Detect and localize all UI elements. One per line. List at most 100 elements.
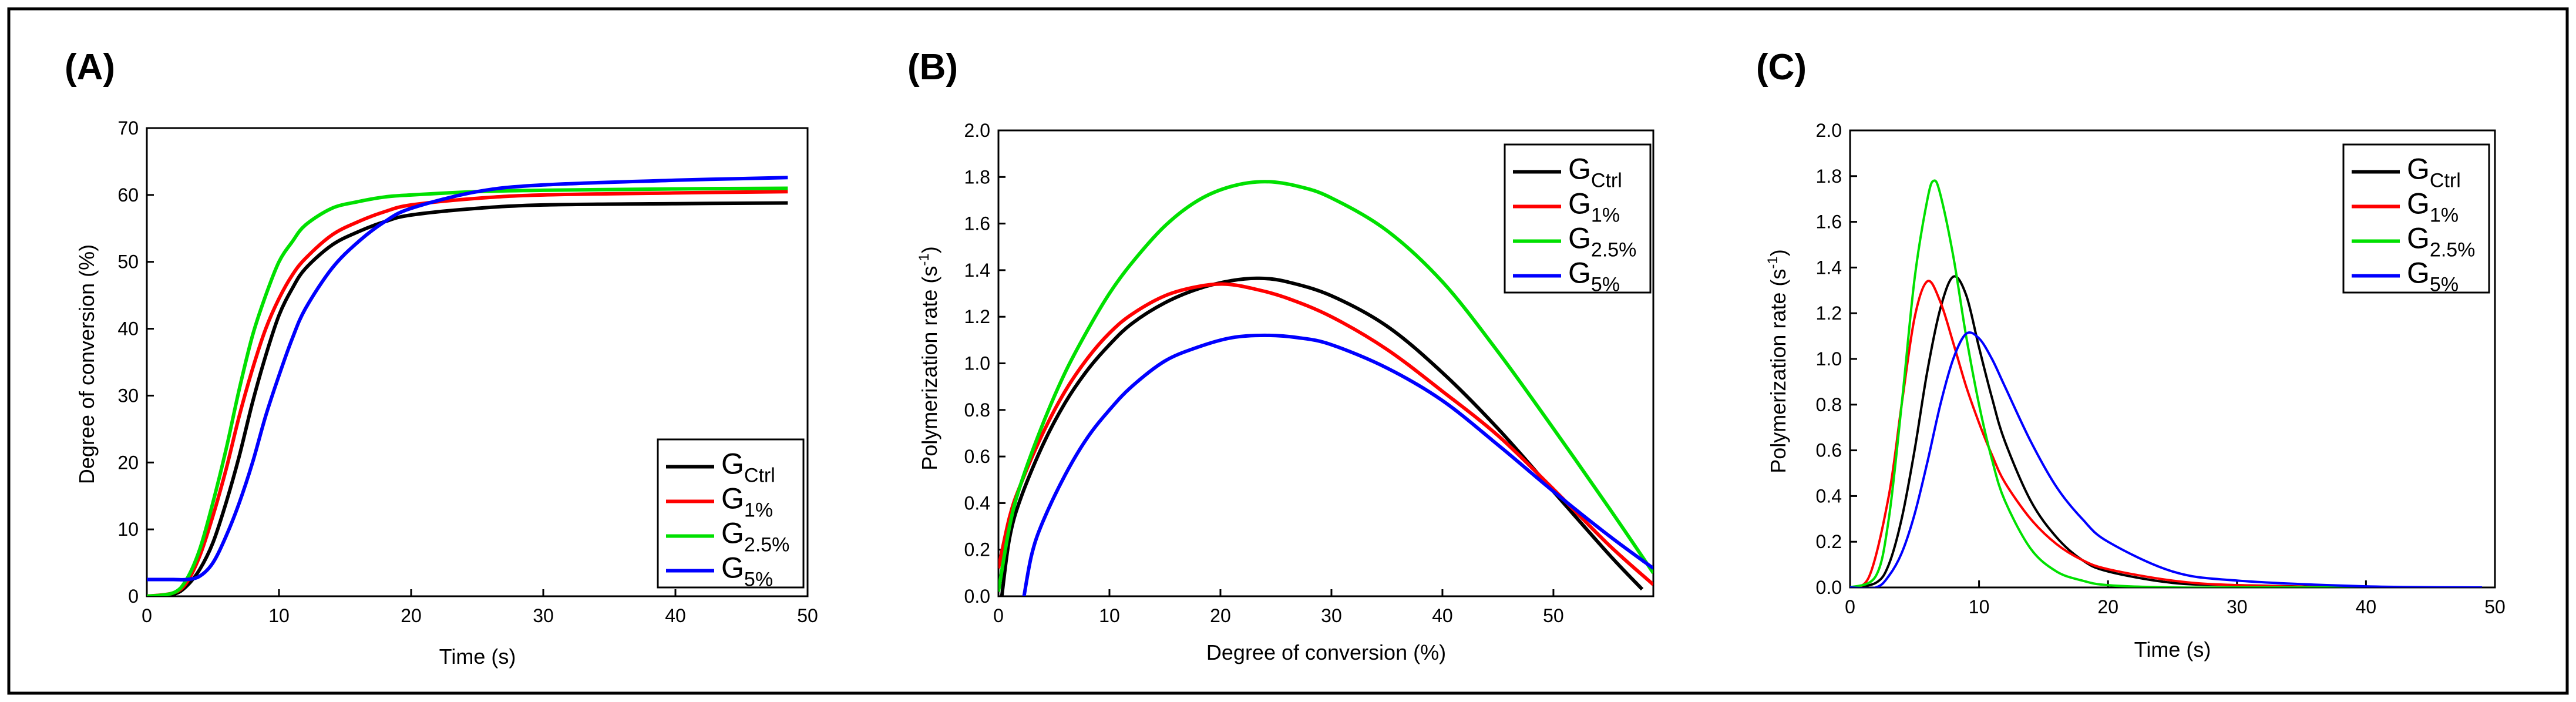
panel-b-series-line-25 — [998, 180, 1653, 592]
panel-c: (C) 0 10 20 30 40 50 0.0 0.2 0.4 0.6 0.8 1.0 1.2 1.4 1… — [1756, 47, 2506, 661]
panel-b-legend-entry-sub: 1% — [1591, 204, 1620, 226]
panel-a-y-tick-label: 0 — [128, 586, 139, 607]
panel-b-y-tick-label: 1.8 — [964, 166, 990, 187]
panel-c-y-tick-label: 0.4 — [1816, 485, 1842, 506]
panel-a-legend-entry-sub: 1% — [744, 499, 773, 521]
panel-a-y-tick-label: 40 — [117, 318, 139, 340]
panel-c-plot: 0 10 20 30 40 50 0.0 0.2 0.4 0.6 0.8 1.0 1.2 1.4 1.6 1.… — [1816, 120, 2506, 617]
panel-a-x-tick-label: 10 — [268, 605, 290, 626]
panel-a-legend-box — [657, 438, 805, 589]
panel-a-plot: 0 10 20 30 40 50010203040506070GCtrlG1%G2.5%G… — [117, 117, 818, 626]
panel-c-y-tick-label: 0.2 — [1816, 531, 1842, 552]
panel-b-legend-entry-sub: 5% — [1591, 273, 1620, 295]
panel-c-legend-entry-name: G — [2407, 221, 2430, 254]
panel-b-x-tick-label: 50 — [1543, 605, 1564, 626]
panel-a-x-tick-label: 30 — [533, 605, 554, 626]
panel-a-x-tick-label: 0 — [142, 605, 152, 626]
panel-c-x-tick-label: 10 — [1969, 596, 1990, 617]
panel-c-series-line-5 — [1850, 331, 2483, 587]
panel-a-legend-entry-name: G — [721, 551, 744, 584]
panel-b-ylabel: Polymerization rate (s-1) — [916, 246, 941, 470]
panel-b-y-tick-label: 0.0 — [964, 586, 990, 607]
panel-b-legend-entry-name: G — [1568, 221, 1591, 254]
panel-c-series-line-25 — [1850, 179, 2482, 587]
panel-a-y-tick-label: 10 — [117, 519, 139, 540]
panel-a-y-tick-label: 30 — [117, 385, 139, 406]
panel-b-legend-entry-sub: Ctrl — [1591, 169, 1622, 192]
panel-c-y-tick-label: 1.6 — [1816, 211, 1842, 233]
panel-b-legend-entry: GCtrl — [1568, 152, 1622, 192]
panel-a-series-line-25 — [147, 186, 788, 596]
panel-c-ylabel: Polymerization rate (s-1) — [1765, 249, 1790, 473]
panel-b-y-tick-label: 1.4 — [964, 260, 990, 281]
panel-c-x-tick-label: 50 — [2484, 596, 2506, 617]
panel-c-y-tick-label: 1.4 — [1816, 257, 1842, 278]
panel-b-x-tick-label: 40 — [1432, 605, 1453, 626]
panel-b-legend-entry-name: G — [1568, 187, 1591, 220]
panel-b: (B) 0 10 20 30 40 50 0.0 0.2 0.4 0.6 0.8 1.0 1.2 1.4 1… — [907, 47, 1654, 664]
panel-c-x-tick-label: 30 — [2227, 596, 2248, 617]
panel-c-y-tick-label: 1.8 — [1816, 166, 1842, 187]
panel-b-x-tick-label: 10 — [1099, 605, 1120, 626]
panel-c-legend-entry-sub: 1% — [2430, 204, 2459, 226]
panel-c-legend-entry-name: G — [2407, 152, 2430, 185]
panel-a-legend-entry: G2.5% — [721, 516, 789, 556]
panel-b-legend-box — [1504, 143, 1652, 294]
panel-b-y-tick-label: 2.0 — [964, 120, 990, 141]
panel-c-x-tick-label: 20 — [2097, 596, 2118, 617]
panel-c-xlabel: Time (s) — [2134, 637, 2211, 661]
panel-c-legend-entry-sub: 2.5% — [2430, 239, 2476, 261]
panel-c-ylabel-end: ) — [1766, 249, 1790, 256]
panel-b-y-tick-label: 0.4 — [964, 492, 990, 513]
panel-b-series-line-1 — [998, 282, 1653, 586]
panel-c-legend-entry: G2.5% — [2407, 221, 2475, 261]
panel-c-y-tick-label: 1.2 — [1816, 303, 1842, 324]
panel-c-y-tick-label: 0.6 — [1816, 440, 1842, 461]
panel-b-ylabel-end: ) — [917, 246, 941, 253]
panel-a-x-tick-label: 20 — [401, 605, 422, 626]
panel-c-legend-entry-sub: Ctrl — [2430, 169, 2461, 192]
panel-b-legend-entry: G5% — [1568, 256, 1620, 295]
figure-frame — [7, 7, 2569, 695]
panel-a-legend-entry-sub: Ctrl — [744, 464, 775, 486]
panel-c-legend-box — [2342, 143, 2490, 294]
panel-a-legend-entry: G1% — [721, 482, 773, 521]
panel-c-ylabel-main: Polymerization rate (s — [1766, 269, 1790, 473]
panel-a-legend-entry-name: G — [721, 482, 744, 515]
panel-c-legend-entry: G1% — [2407, 187, 2459, 226]
panel-a-series-line-1 — [147, 190, 788, 596]
panel-c-legend-entry-name: G — [2407, 187, 2430, 220]
panel-c-legend-entry-sub: 5% — [2430, 273, 2459, 295]
panel-a-series-line-5 — [147, 176, 788, 582]
panel-a: (A) 0 10 20 30 40 50010203040506070GCtrlG1%G2… — [65, 47, 818, 669]
panel-b-legend-entry-name: G — [1568, 256, 1591, 289]
panel-b-ylabel-sup: -1 — [916, 253, 932, 266]
panel-a-label: (A) — [65, 47, 115, 88]
panel-b-legend-entry-name: G — [1568, 152, 1591, 185]
panel-c-x-tick-label: 40 — [2356, 596, 2377, 617]
panel-b-y-tick-label: 1.0 — [964, 353, 990, 374]
panel-b-y-tick-label: 1.6 — [964, 213, 990, 234]
panel-a-legend-entry-name: G — [721, 447, 744, 480]
panel-b-legend-entry-sub: 2.5% — [1591, 239, 1637, 261]
panel-c-legend-entry: G5% — [2407, 256, 2459, 295]
panel-b-y-tick-label: 1.2 — [964, 306, 990, 327]
panel-c-y-tick-label: 0.0 — [1816, 577, 1842, 598]
panel-c-x-tick-label: 0 — [1845, 596, 1855, 617]
panel-c-legend-entry: GCtrl — [2407, 152, 2461, 192]
panel-a-legend-entry-sub: 2.5% — [744, 533, 790, 556]
panel-b-x-tick-label: 30 — [1321, 605, 1342, 626]
panel-c-y-tick-label: 2.0 — [1816, 120, 1842, 141]
panel-b-xlabel: Degree of conversion (%) — [1206, 640, 1446, 664]
panel-b-legend-entry: G2.5% — [1568, 221, 1636, 261]
panel-a-ylabel: Degree of conversion (%) — [75, 244, 99, 484]
panel-c-ylabel-sup: -1 — [1765, 256, 1781, 268]
panel-c-y-tick-label: 1.0 — [1816, 348, 1842, 370]
panel-a-legend-entry: G5% — [721, 551, 773, 590]
panel-c-label: (C) — [1756, 47, 1807, 88]
panel-a-xlabel: Time (s) — [439, 644, 516, 669]
panel-a-y-tick-label: 60 — [117, 184, 139, 206]
